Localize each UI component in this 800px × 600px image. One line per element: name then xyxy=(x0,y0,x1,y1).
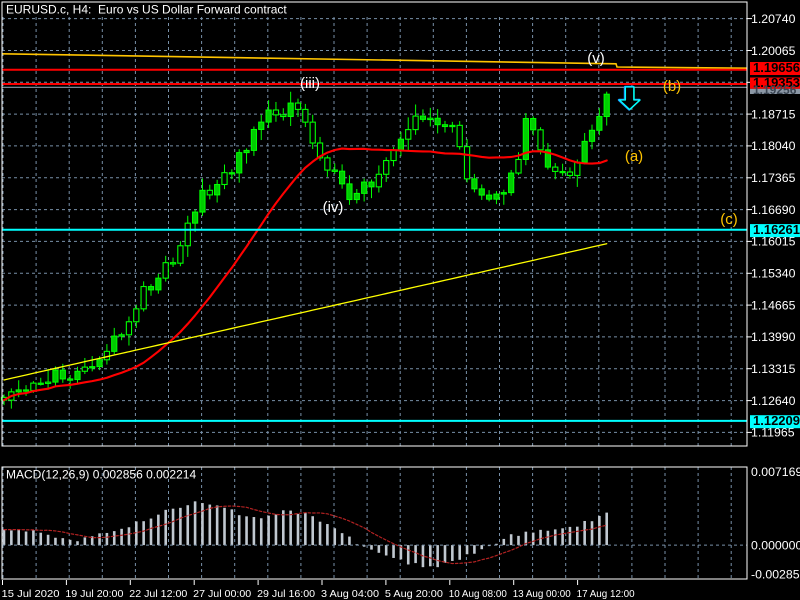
svg-text:0.007169: 0.007169 xyxy=(751,465,800,479)
svg-text:1.18040: 1.18040 xyxy=(751,139,796,153)
svg-text:(b): (b) xyxy=(663,78,681,95)
svg-text:17 Aug 12:00: 17 Aug 12:00 xyxy=(577,589,635,600)
svg-text:27 Jul 00:00: 27 Jul 00:00 xyxy=(193,589,251,600)
svg-text:29 Jul 16:00: 29 Jul 16:00 xyxy=(257,589,315,600)
svg-text:-0.002850: -0.002850 xyxy=(751,568,800,582)
svg-text:1.16261: 1.16261 xyxy=(753,222,800,237)
svg-text:1.12209: 1.12209 xyxy=(753,413,800,428)
svg-text:1.20740: 1.20740 xyxy=(751,12,796,26)
svg-text:13 Aug 00:00: 13 Aug 00:00 xyxy=(513,589,571,600)
svg-text:15 Jul 2020: 15 Jul 2020 xyxy=(2,589,60,600)
svg-text:0.000000: 0.000000 xyxy=(751,538,800,552)
svg-text:1.12640: 1.12640 xyxy=(751,394,796,408)
svg-text:MACD(12,26,9) 0.002856 0.00221: MACD(12,26,9) 0.002856 0.002214 xyxy=(6,468,196,482)
svg-text:5 Aug 20:00: 5 Aug 20:00 xyxy=(385,589,443,600)
svg-text:3 Aug 04:00: 3 Aug 04:00 xyxy=(321,589,379,600)
svg-text:1.13315: 1.13315 xyxy=(751,362,796,376)
svg-text:(c): (c) xyxy=(720,211,738,228)
svg-text:1.20065: 1.20065 xyxy=(751,44,796,58)
svg-text:1.18715: 1.18715 xyxy=(751,107,796,121)
svg-text:1.16690: 1.16690 xyxy=(751,203,796,217)
svg-text:10 Aug 08:00: 10 Aug 08:00 xyxy=(449,589,507,600)
svg-text:1.17365: 1.17365 xyxy=(751,171,796,185)
svg-text:1.13990: 1.13990 xyxy=(751,330,796,344)
svg-text:(v): (v) xyxy=(587,50,605,67)
svg-text:1.19656: 1.19656 xyxy=(753,60,800,75)
svg-text:1.14665: 1.14665 xyxy=(751,298,796,312)
svg-text:1.15340: 1.15340 xyxy=(751,267,796,281)
svg-text:EURUSD.c, H4: Euro vs US Doll: EURUSD.c, H4: Euro vs US Dollar Forward … xyxy=(6,3,287,17)
svg-text:(iv): (iv) xyxy=(323,199,344,216)
svg-text:1.19256: 1.19256 xyxy=(753,83,797,97)
svg-text:(iii): (iii) xyxy=(300,75,320,92)
svg-text:22 Jul 12:00: 22 Jul 12:00 xyxy=(129,589,187,600)
svg-text:19 Jul 20:00: 19 Jul 20:00 xyxy=(65,589,123,600)
svg-text:(a): (a) xyxy=(625,148,643,165)
